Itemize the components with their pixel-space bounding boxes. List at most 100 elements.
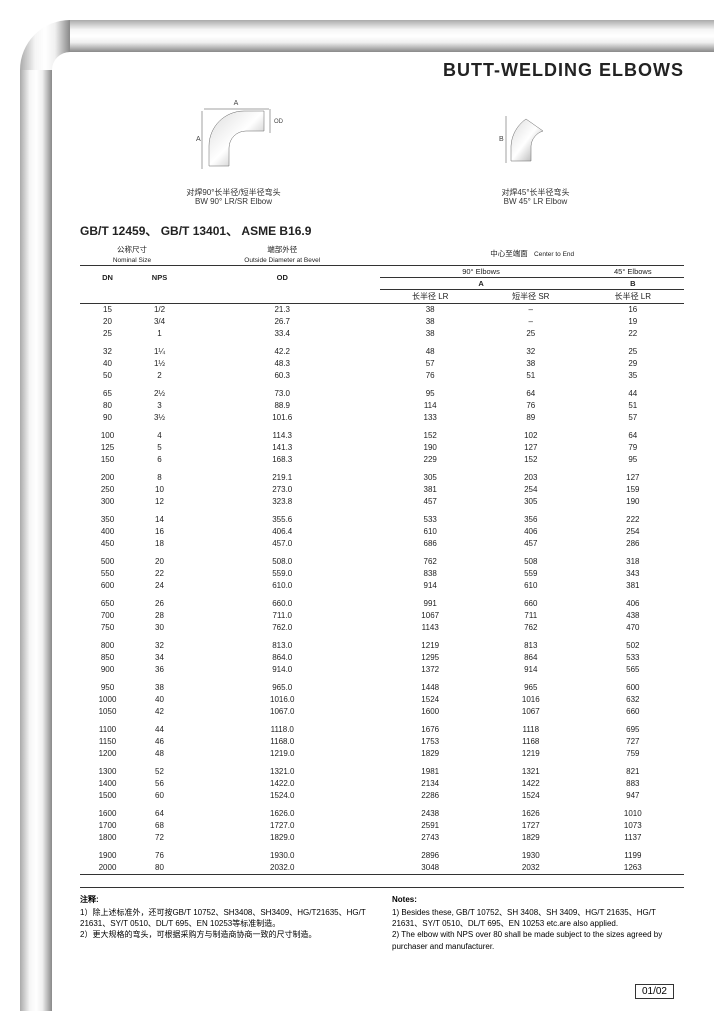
table-row: 50260.3765135 [80,370,684,383]
table-cell: 25 [80,328,135,341]
table-cell: 46 [135,736,184,748]
table-cell: 559.0 [184,568,380,580]
diagrams-row: A A OD 对焊90°长半径/短半径弯头 BW 90° LR/SR Elbow… [80,91,684,207]
table-row: 75030762.01143762470 [80,622,684,635]
table-cell: 1676 [380,718,479,736]
table-cell: 89 [480,412,582,425]
table-cell: 1219 [380,634,479,652]
table-cell: 79 [582,442,684,454]
table-cell: 38 [380,328,479,341]
table-cell: 914 [480,664,582,677]
table-cell: 1600 [380,706,479,719]
table-cell: 864 [480,652,582,664]
table-cell: 127 [480,442,582,454]
table-cell: 152 [380,424,479,442]
table-cell: 1300 [80,760,135,778]
note-item: 2) The elbow with NPS over 80 shall be m… [392,929,684,951]
table-cell: 965 [480,676,582,694]
table-cell: 133 [380,412,479,425]
table-cell: 35 [582,370,684,383]
table-row: 50020508.0762508318 [80,550,684,568]
table-row: 40016406.4610406254 [80,526,684,538]
table-cell: 60.3 [184,370,380,383]
table-cell: 57 [582,412,684,425]
table-cell: 1753 [380,736,479,748]
table-cell: 25 [582,340,684,358]
table-cell: 30 [135,622,184,635]
table-cell: – [480,316,582,328]
hdr-od: OD [277,273,288,282]
page-title: BUTT-WELDING ELBOWS [80,60,684,81]
table-cell: 2134 [380,778,479,790]
table-cell: 1981 [380,760,479,778]
table-cell: 40 [135,694,184,706]
table-cell: 3048 [380,862,479,875]
table-cell: 1168 [480,736,582,748]
table-cell: 14 [135,508,184,526]
hdr-sr: 短半径 SR [480,289,582,303]
table-cell: 1 [135,328,184,341]
table-cell: 150 [80,454,135,467]
table-cell: 24 [135,580,184,593]
table-row: 1300521321.019811321821 [80,760,684,778]
table-cell: 1168.0 [184,736,380,748]
table-cell: 18 [135,538,184,551]
table-cell: 1¼ [135,340,184,358]
table-cell: 38 [480,358,582,370]
table-cell: 1000 [80,694,135,706]
table-row: 80032813.01219813502 [80,634,684,652]
table-cell: 1800 [80,832,135,845]
table-cell: 950 [80,676,135,694]
table-cell: 100 [80,424,135,442]
table-cell: 762 [480,622,582,635]
table-cell: 1073 [582,820,684,832]
table-row: 1004114.315210264 [80,424,684,442]
table-cell: 323.8 [184,496,380,509]
page-number: 01/02 [635,984,674,999]
table-cell: 222 [582,508,684,526]
hdr-dn: DN [102,273,113,282]
table-cell: 26 [135,592,184,610]
table-cell: 650 [80,592,135,610]
table-cell: 1524.0 [184,790,380,803]
table-row: 321¼42.2483225 [80,340,684,358]
table-cell: 95 [582,454,684,467]
table-cell: 229 [380,454,479,467]
table-cell: 883 [582,778,684,790]
table-cell: 36 [135,664,184,677]
table-cell: 1263 [582,862,684,875]
table-cell: 64 [582,424,684,442]
table-cell: 900 [80,664,135,677]
table-cell: 52 [135,760,184,778]
table-cell: 991 [380,592,479,610]
table-cell: 1422 [480,778,582,790]
table-cell: 1050 [80,706,135,719]
table-cell: 508 [480,550,582,568]
table-cell: 559 [480,568,582,580]
table-cell: 254 [480,484,582,496]
table-cell: 406 [480,526,582,538]
svg-text:OD: OD [274,119,284,125]
table-cell: 32 [480,340,582,358]
table-cell: 1372 [380,664,479,677]
table-cell: 286 [582,538,684,551]
table-cell: 1118.0 [184,718,380,736]
table-row: 60024610.0914610381 [80,580,684,593]
table-cell: 406.4 [184,526,380,538]
table-cell: 1700 [80,820,135,832]
table-cell: 1626 [480,802,582,820]
hdr-nominal-cn: 公称尺寸 [117,245,147,254]
table-cell: 190 [582,496,684,509]
note-item: 1）除上述标准外，还可按GB/T 10752、SH3408、SH3409、HG/… [80,907,372,929]
table-cell: 190 [380,442,479,454]
table-cell: 1930.0 [184,844,380,862]
table-cell: 219.1 [184,466,380,484]
hdr-od-en: Outside Diameter at Bevel [244,257,320,264]
table-cell: 80 [135,862,184,875]
table-cell: 700 [80,610,135,622]
table-row: 65026660.0991660406 [80,592,684,610]
table-cell: 500 [80,550,135,568]
table-cell: 57 [380,358,479,370]
table-row: 2000802032.0304820321263 [80,862,684,875]
table-cell: 632 [582,694,684,706]
